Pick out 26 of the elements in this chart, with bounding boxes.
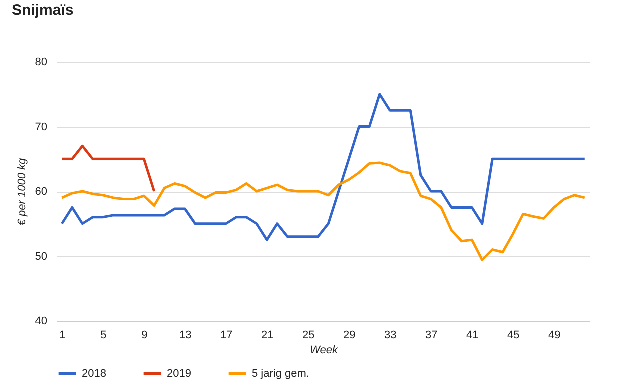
line-series [60, 93, 586, 242]
x-axis-title: Week [310, 344, 338, 356]
x-tick-label: 45 [508, 330, 520, 342]
x-tick-label: 9 [142, 330, 148, 342]
y-tick-label: 50 [35, 250, 48, 263]
legend-label: 5 jarig gem. [252, 368, 310, 380]
chart-title: Snijmaïs [12, 2, 74, 19]
y-tick-label: 40 [35, 316, 48, 328]
legend-label: 2018 [82, 368, 106, 380]
x-tick-label: 37 [426, 330, 438, 342]
legend-label: 2019 [167, 368, 192, 380]
y-tick-label: 60 [35, 186, 48, 198]
x-tick-label: 49 [548, 330, 561, 342]
x-tick-label: 21 [262, 330, 274, 342]
x-tick-label: 33 [384, 330, 397, 342]
line-series [60, 162, 586, 262]
x-tick-label: 25 [302, 330, 315, 342]
x-tick-label: 29 [344, 330, 356, 342]
y-axis-title: € per 1000 kg [16, 157, 28, 226]
y-tick-label: 70 [35, 121, 48, 134]
x-tick-label: 13 [180, 330, 192, 342]
y-tick-label: 80 [35, 56, 48, 68]
x-tick-label: 41 [466, 330, 479, 342]
x-tick-label: 17 [220, 330, 233, 342]
x-tick-label: 5 [100, 330, 107, 342]
x-tick-label: 1 [60, 330, 66, 342]
